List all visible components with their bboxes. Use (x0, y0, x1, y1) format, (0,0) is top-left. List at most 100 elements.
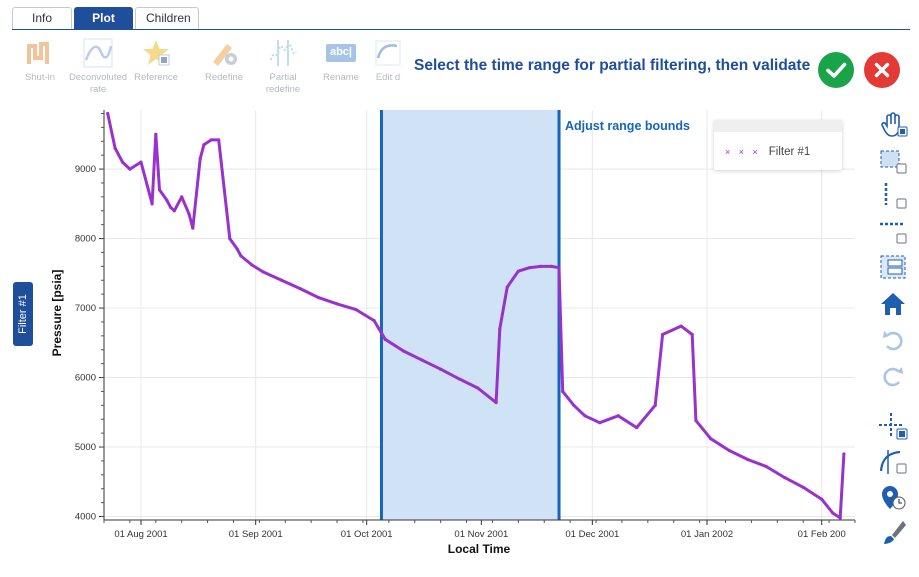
series-filter-1 (106, 111, 846, 520)
data-point (383, 337, 387, 341)
redefine-label: Redefine (204, 72, 244, 83)
data-point (727, 448, 731, 453)
redefine-button[interactable]: Redefine (193, 38, 255, 84)
data-point (139, 160, 143, 164)
validate-button[interactable] (818, 52, 854, 88)
curve-icon (879, 450, 907, 474)
data-point (746, 457, 750, 462)
rename-icon: abc| (326, 38, 356, 68)
legend-item-filter-1[interactable]: × × × Filter #1 (725, 146, 810, 158)
data-point (783, 476, 787, 480)
crosshair-tool[interactable] (878, 412, 908, 442)
series-line (106, 113, 846, 520)
side-tab-filter-1[interactable]: Filter #1 (13, 282, 33, 346)
star-icon (141, 38, 171, 68)
undo-tool[interactable] (878, 325, 908, 355)
data-point (679, 324, 683, 328)
y-zoom-tool[interactable] (878, 216, 908, 246)
data-point (516, 269, 520, 273)
edit-label: Edit d (375, 72, 401, 83)
deconvolution-icon (83, 38, 113, 68)
crosshair-icon (879, 413, 908, 440)
range-select-tool[interactable] (878, 252, 908, 282)
y-tick-label: 5000 (75, 442, 96, 453)
data-point (616, 414, 620, 418)
data-point (764, 464, 768, 469)
reference-button[interactable]: Reference (125, 38, 187, 84)
rename-button[interactable]: abc| Rename (310, 38, 372, 84)
data-point (235, 247, 239, 251)
legend-label: Filter #1 (768, 146, 811, 158)
partial-redefine-button[interactable]: Partial redefine (252, 38, 314, 96)
data-point (583, 414, 587, 418)
pan-tool[interactable] (878, 110, 908, 140)
chart-legend: × × × Filter #1 (714, 120, 842, 170)
x-axis-ticks: 01 Aug 2001 01 Sep 2001 01 Oct 2001 01 Nov … (103, 520, 856, 540)
data-point (457, 377, 461, 381)
box-zoom-icon (880, 150, 907, 174)
tab-children[interactable]: Children (135, 7, 199, 30)
edit-button[interactable]: Edit d (369, 38, 407, 84)
data-point (372, 318, 376, 323)
data-point (527, 266, 532, 270)
reset-tool[interactable] (878, 289, 908, 319)
x-tick-label: 01 Nov 2001 (454, 529, 508, 540)
data-point (165, 198, 169, 202)
data-point (279, 278, 284, 282)
deconvoluted-rate-button[interactable]: Deconvoluted rate (67, 38, 129, 96)
hand-icon (881, 112, 908, 137)
y-range-icon (880, 222, 907, 244)
data-point (298, 286, 302, 291)
tab-plot[interactable]: Plot (74, 7, 133, 30)
data-point (228, 236, 232, 241)
data-point (561, 389, 565, 394)
selection-range[interactable] (381, 110, 560, 520)
style-tool[interactable] (878, 518, 908, 548)
x-zoom-tool[interactable] (878, 181, 908, 211)
redo-icon (883, 367, 903, 387)
shut-in-button[interactable]: Shut-in (9, 38, 71, 84)
data-point (261, 270, 265, 274)
data-point (598, 421, 602, 425)
data-point (187, 212, 191, 216)
x-axis-label: Local Time (448, 542, 511, 556)
data-point (476, 386, 480, 390)
data-point (494, 400, 498, 405)
curve-tool[interactable] (878, 447, 908, 477)
check-icon (826, 62, 847, 78)
box-zoom-tool[interactable] (878, 146, 908, 176)
tab-info[interactable]: Info (12, 7, 72, 30)
partial-redefine-label-2: redefine (265, 84, 301, 95)
side-tab-label: Filter #1 (17, 294, 29, 334)
deconvoluted-label-1: Deconvoluted (68, 72, 128, 83)
shut-in-icon (25, 38, 55, 68)
rename-glyph: abc| (329, 46, 353, 58)
redo-tool[interactable] (878, 361, 908, 391)
data-point (653, 403, 657, 407)
data-point (838, 516, 842, 520)
y-tick-label: 6000 (75, 373, 96, 384)
x-tick-label: 01 Dec 2001 (565, 529, 619, 540)
data-point (180, 195, 184, 199)
home-icon (881, 293, 905, 315)
data-point (202, 143, 206, 147)
data-point (709, 437, 713, 441)
data-point (831, 511, 835, 515)
cancel-button[interactable] (864, 52, 900, 88)
data-point (820, 497, 824, 501)
edit-icon (373, 38, 403, 68)
data-point (335, 302, 339, 306)
data-point (106, 111, 110, 116)
data-point (217, 138, 221, 142)
data-point (113, 146, 117, 150)
legend-header (714, 120, 842, 132)
hover-tool[interactable] (878, 483, 908, 513)
tab-underline (12, 29, 910, 30)
data-point (157, 188, 162, 192)
rename-label: Rename (323, 72, 359, 83)
data-point (572, 403, 576, 407)
x-range-icon (884, 183, 907, 209)
data-point (198, 157, 202, 161)
data-point (250, 263, 254, 267)
